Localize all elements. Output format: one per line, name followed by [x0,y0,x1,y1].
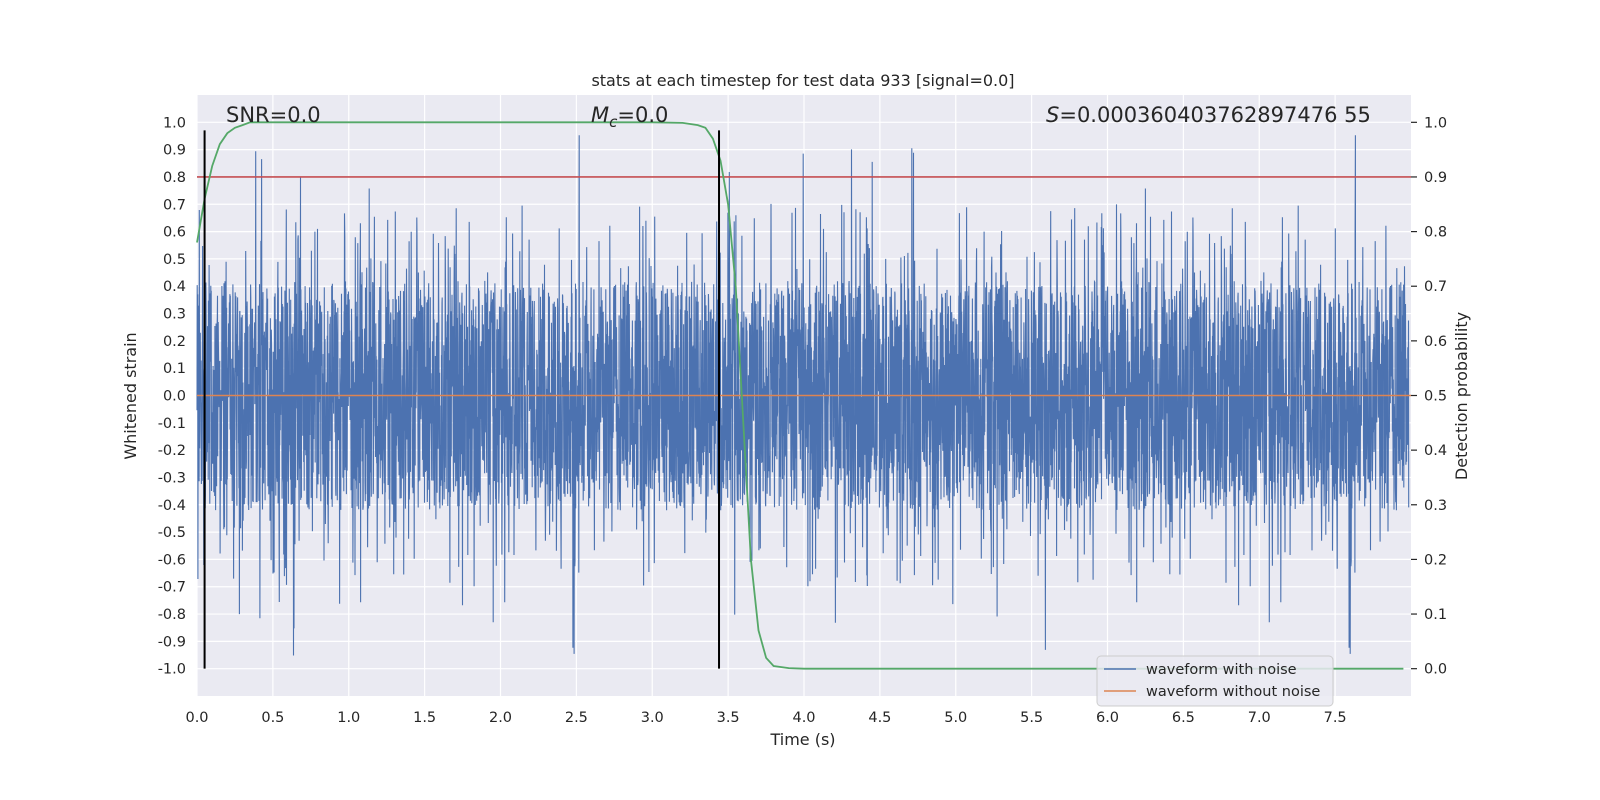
y-axis-right-label: Detection probability [1452,312,1471,480]
y-left-tick-label: 0.8 [163,170,186,186]
chirp-mass-value: =0.0 [617,103,668,127]
chirp-mass-subscript: c [609,113,618,131]
chart-title: stats at each timestep for test data 933… [591,71,1014,90]
x-tick-label: 7.0 [1248,710,1271,726]
x-tick-label: 0.5 [261,710,284,726]
waveform-with-noise-line [196,135,1410,656]
y-right-tick-label: 0.0 [1424,662,1447,678]
x-tick-label: 2.0 [489,710,512,726]
score-symbol: S [1046,103,1059,127]
x-tick-label: 1.5 [413,710,436,726]
x-tick-label: 6.5 [1172,710,1195,726]
score-value: =0.000360403762897476 55 [1059,103,1371,127]
x-tick-label: 4.5 [868,710,891,726]
x-tick-label: 3.5 [717,710,740,726]
y-left-tick-label: 0.0 [163,389,186,405]
y-left-tick-label: -1.0 [158,662,186,678]
x-tick-label: 7.5 [1324,710,1347,726]
x-tick-label: 4.0 [792,710,815,726]
y-left-tick-label: 0.4 [163,279,186,295]
legend-label-noise: waveform with noise [1146,662,1297,678]
y-right-tick-label: 0.8 [1424,225,1447,241]
x-tick-label: 6.0 [1096,710,1119,726]
x-tick-label: 5.5 [1020,710,1043,726]
y-left-tick-label: -0.9 [158,634,186,650]
y-left-tick-label: -0.1 [158,416,186,432]
y-right-tick-label: 0.6 [1424,334,1447,350]
x-axis-ticks: 0.0 0.5 1.0 1.5 2.0 2.5 3.0 3.5 4.0 4.5 5.0 5.5 6.0 6… [185,710,1346,726]
y-left-tick-label: -0.5 [158,525,186,541]
y-left-tick-label: 0.2 [163,334,186,350]
x-tick-label: 0.0 [185,710,208,726]
y-left-tick-label: 1.0 [163,115,186,131]
x-axis-label: Time (s) [769,730,835,749]
y-left-tick-label: 0.9 [163,143,186,159]
y-axis-left-label: Whitened strain [121,332,140,459]
y-left-tick-label: -0.3 [158,470,186,486]
chirp-mass-symbol: M [591,103,609,127]
series-layer [196,121,1411,670]
score-annotation: S=0.000360403762897476 55 [1046,103,1371,127]
y-axis-left-ticks: 1.0 0.9 0.8 0.7 0.6 0.5 0.4 0.3 0.2 0.1 0.0 -0.1 -0.… [158,115,186,677]
y-left-tick-label: -0.8 [158,607,186,623]
y-right-tick-label: 0.5 [1424,389,1447,405]
y-left-tick-label: -0.6 [158,552,186,568]
y-right-tick-label: 1.0 [1424,115,1447,131]
y-left-tick-label: 0.5 [163,252,186,268]
chirp-mass-annotation: Mc=0.0 [591,103,668,131]
y-left-tick-label: 0.6 [163,225,186,241]
legend-label-clean: waveform without noise [1146,684,1320,700]
y-left-tick-label: -0.7 [158,580,186,596]
y-left-tick-label: -0.4 [158,498,186,514]
y-right-tick-label: 0.4 [1424,443,1447,459]
y-left-tick-label: 0.7 [163,197,186,213]
x-tick-label: 1.0 [337,710,360,726]
x-tick-label: 5.0 [944,710,967,726]
x-tick-label: 2.5 [565,710,588,726]
legend-box [1096,655,1334,707]
y-left-tick-label: -0.2 [158,443,186,459]
y-right-tick-label: 0.7 [1424,279,1447,295]
legend: waveform with noise waveform without noi… [1096,655,1334,707]
y-left-tick-label: 0.1 [163,361,186,377]
y-axis-right-ticks: 1.0 0.9 0.8 0.7 0.6 0.5 0.4 0.3 0.2 0.1 0.0 [1411,115,1447,678]
detection-probability-line [196,121,1404,670]
y-right-tick-label: 0.1 [1424,607,1447,623]
y-right-tick-label: 0.9 [1424,170,1447,186]
y-right-tick-label: 0.3 [1424,498,1447,514]
x-tick-label: 3.0 [641,710,664,726]
y-left-tick-label: 0.3 [163,307,186,323]
snr-annotation: SNR=0.0 [226,103,321,127]
y-right-tick-label: 0.2 [1424,552,1447,568]
